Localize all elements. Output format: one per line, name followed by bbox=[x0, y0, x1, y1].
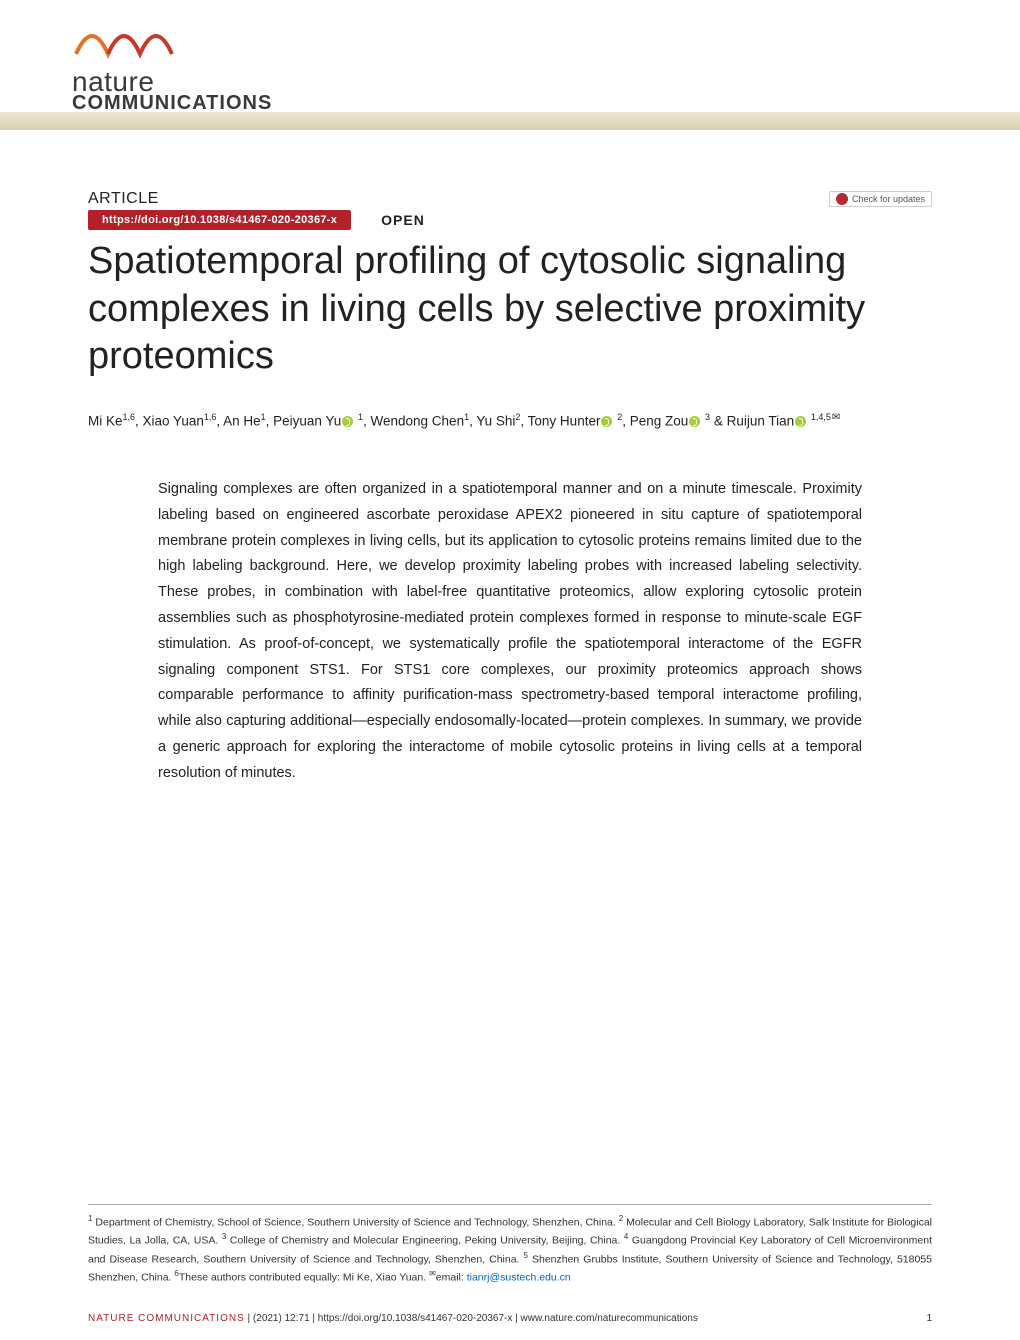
orcid-icon bbox=[795, 416, 806, 427]
doi-badge[interactable]: https://doi.org/10.1038/s41467-020-20367… bbox=[88, 210, 351, 230]
abstract-text: Signaling complexes are often organized … bbox=[88, 477, 932, 787]
orcid-icon bbox=[689, 416, 700, 427]
journal-logo: nature COMMUNICATIONS bbox=[72, 14, 272, 115]
page-footer: NATURE COMMUNICATIONS | (2021) 12:71 | h… bbox=[88, 1313, 932, 1324]
author-list: Mi Ke1,6, Xiao Yuan1,6, An He1, Peiyuan … bbox=[88, 409, 932, 433]
crossmark-icon bbox=[836, 193, 848, 205]
article-content: ARTICLE Check for updates https://doi.or… bbox=[0, 130, 1020, 787]
mail-icon: ✉ bbox=[832, 409, 840, 426]
footer-citation: (2021) 12:71 | https://doi.org/10.1038/s… bbox=[253, 1313, 698, 1324]
check-updates-button[interactable]: Check for updates bbox=[829, 191, 932, 207]
journal-header-band: nature COMMUNICATIONS bbox=[0, 0, 1020, 130]
orcid-icon bbox=[601, 416, 612, 427]
open-access-label: OPEN bbox=[381, 212, 425, 228]
page-number: 1 bbox=[926, 1313, 932, 1324]
swoosh-icon bbox=[72, 14, 212, 69]
article-title: Spatiotemporal profiling of cytosolic si… bbox=[88, 238, 932, 381]
article-type-label: ARTICLE bbox=[88, 190, 159, 208]
affiliations-block: 1 Department of Chemistry, School of Sci… bbox=[88, 1204, 932, 1286]
logo-text-comms: COMMUNICATIONS bbox=[72, 92, 272, 115]
footer-journal: NATURE COMMUNICATIONS bbox=[88, 1313, 245, 1324]
check-updates-label: Check for updates bbox=[852, 194, 925, 204]
orcid-icon bbox=[342, 416, 353, 427]
